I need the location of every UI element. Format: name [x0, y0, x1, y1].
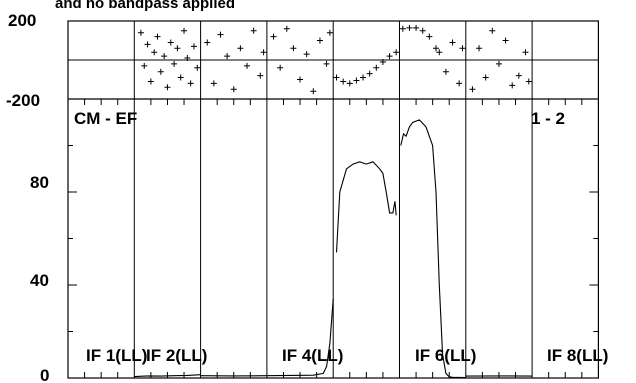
phase-point-if-7: [482, 74, 489, 81]
phase-point-if-5: [333, 74, 340, 81]
phase-point-if-6: [413, 24, 420, 31]
phase-point-if-3: [237, 45, 244, 52]
amplitude-line-if-5: [335, 161, 397, 253]
phase-point-if-6: [399, 25, 406, 32]
phase-point-if-6: [459, 45, 466, 52]
phase-point-if-7: [525, 78, 532, 85]
phase-tick-top: 200: [8, 11, 36, 30]
phase-point-if-2: [164, 84, 171, 91]
if-label-1: IF 1(LL): [86, 346, 147, 365]
phase-point-if-4: [303, 51, 310, 58]
phase-point-if-6: [442, 68, 449, 75]
phase-point-if-7: [502, 37, 509, 44]
phase-point-if-7: [522, 49, 529, 56]
phase-point-if-5: [340, 78, 347, 85]
phase-point-if-5: [360, 74, 367, 81]
phase-point-if-4: [277, 64, 284, 71]
phase-point-if-7: [495, 60, 502, 67]
phase-point-if-4: [310, 88, 317, 95]
phase-point-if-2: [154, 33, 161, 40]
chart-title: and no bandpass applied: [55, 0, 235, 12]
phase-point-if-2: [187, 80, 194, 87]
baseline-label: CM - EF: [74, 109, 137, 128]
phase-point-if-2: [141, 62, 148, 69]
phase-tick-bottom: -200: [6, 91, 40, 110]
amplitude-line-if-6: [400, 119, 466, 379]
if-label-6: IF 6(LL): [415, 346, 476, 365]
phase-point-if-5: [386, 53, 393, 60]
phase-point-if-7: [489, 27, 496, 34]
phase-point-if-2: [181, 27, 188, 34]
phase-point-if-7: [469, 86, 476, 93]
phase-point-if-3: [260, 49, 267, 56]
phase-point-if-5: [366, 70, 373, 77]
amp-tick-80: 80: [30, 173, 49, 192]
phase-point-if-4: [323, 60, 330, 67]
phase-point-if-3: [230, 86, 237, 93]
panel-label: 1 - 2: [531, 109, 565, 128]
if-label-2: IF 2(LL): [146, 346, 207, 365]
phase-point-if-3: [257, 72, 264, 79]
phase-point-if-2: [194, 64, 201, 71]
phase-point-if-3: [224, 53, 231, 60]
phase-point-if-4: [316, 37, 323, 44]
phase-point-if-6: [426, 33, 433, 40]
phase-point-if-4: [283, 25, 290, 32]
phase-point-if-3: [210, 80, 217, 87]
phase-point-if-2: [174, 45, 181, 52]
phase-point-if-3: [217, 31, 224, 38]
amplitude-line-if-4: [266, 298, 334, 377]
phase-point-if-5: [373, 64, 380, 71]
phase-point-if-6: [419, 27, 426, 34]
phase-point-if-5: [346, 80, 353, 87]
phase-point-if-2: [147, 78, 154, 85]
phase-point-if-2: [161, 53, 168, 60]
phase-point-if-2: [157, 68, 164, 75]
phase-point-if-7: [515, 72, 522, 79]
if-label-4: IF 4(LL): [282, 346, 343, 365]
phase-point-if-4: [297, 76, 304, 83]
amp-tick-0: 0: [40, 366, 49, 383]
phase-point-if-2: [177, 74, 184, 81]
phase-point-if-2: [171, 60, 178, 67]
amp-tick-40: 40: [30, 271, 49, 290]
phase-point-if-5: [393, 49, 400, 56]
phase-point-if-6: [406, 24, 413, 31]
amplitude-line-if-2: [134, 374, 201, 378]
phase-point-if-2: [151, 49, 158, 56]
phase-point-if-2: [144, 41, 151, 48]
phase-point-if-6: [436, 49, 443, 56]
phase-point-if-4: [290, 45, 297, 52]
phase-point-if-7: [509, 82, 516, 89]
phase-point-if-3: [250, 27, 257, 34]
phase-point-if-7: [476, 45, 483, 52]
phase-point-if-4: [270, 33, 277, 40]
phase-point-if-5: [353, 77, 360, 84]
phase-point-if-2: [137, 29, 144, 36]
phase-point-if-2: [184, 55, 191, 62]
phase-point-if-6: [456, 80, 463, 87]
phase-point-if-3: [244, 62, 251, 69]
phase-point-if-2: [167, 39, 174, 46]
phase-point-if-3: [204, 39, 211, 46]
if-label-8: IF 8(LL): [547, 346, 608, 365]
phase-point-if-6: [432, 45, 439, 52]
phase-point-if-4: [326, 29, 333, 36]
phase-point-if-5: [379, 58, 386, 65]
phase-point-if-2: [190, 43, 197, 50]
phase-point-if-6: [449, 39, 456, 46]
